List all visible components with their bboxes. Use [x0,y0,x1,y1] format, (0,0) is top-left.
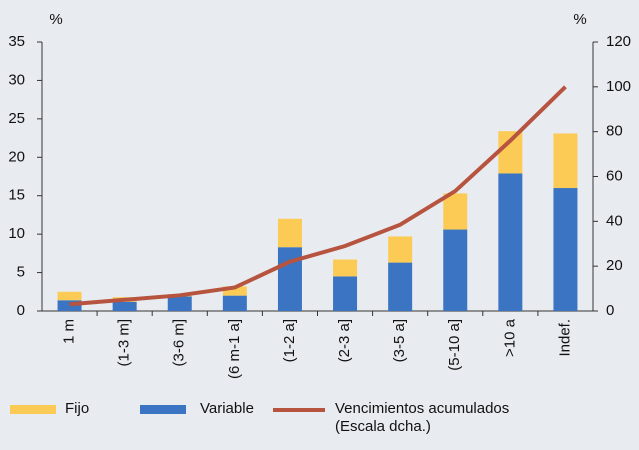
legend-swatch [273,408,325,412]
y2-tick-label: 0 [606,302,614,319]
y2-tick-label: 60 [606,167,623,184]
y-tick-label: 15 [8,187,25,204]
bar-segment [553,188,578,311]
y2-tick-label: 20 [606,257,623,274]
y2-tick-label: 80 [606,123,623,140]
y-tick-label: 0 [17,302,25,319]
bar-segment [498,131,523,174]
bar-segment [277,218,302,248]
x-tick-label: >10 a [501,318,518,357]
bar-segment [498,173,523,311]
y-tick-label: 30 [8,71,25,88]
bar-segment [222,295,247,311]
bar-segment [277,247,302,311]
y-tick-label: 20 [8,148,25,165]
bar-segment [112,301,137,311]
bar-segment [167,296,192,311]
bar-segment [443,193,468,230]
y-tick-label: 35 [8,33,25,50]
x-tick-label: (6 m-1 a] [226,319,243,379]
y2-tick-label: 120 [606,33,631,50]
legend-swatch [10,405,56,414]
bar-segment [333,259,358,277]
y-tick-label: 10 [8,225,25,242]
bar-segment [57,291,82,301]
x-tick-label: (5-10 a] [446,319,463,371]
line-series [69,85,567,307]
y-tick-label: 5 [17,264,25,281]
x-tick-label: (3-6 m] [171,319,188,367]
y-tick-label: 25 [8,110,25,127]
y2-tick-label: 40 [606,212,623,229]
x-tick-label: (2-3 a] [336,319,353,362]
y2-tick-label: 100 [606,78,631,95]
bar-segment [553,133,578,189]
bar-segment [57,300,82,311]
x-tick-label: (1-2 a] [281,319,298,362]
x-tick-label: 1 m [61,319,78,344]
legend-swatch [140,405,186,414]
legend-label: Vencimientos acumulados (Escala dcha.) [335,400,510,435]
x-tick-label: (1-3 m] [116,319,133,367]
x-tick-label: Indef. [556,319,573,357]
bar-segment [443,229,468,311]
bar-segment [388,262,413,311]
y-axis-label: % [49,11,62,28]
legend-label: Fijo [65,400,90,417]
bar-segment [333,276,358,311]
legend-label: Variable [200,400,254,417]
y2-axis-label: % [573,11,586,28]
x-tick-label: (3-5 a] [391,319,408,362]
bar-segment [222,286,247,296]
bar-segment [388,236,413,263]
